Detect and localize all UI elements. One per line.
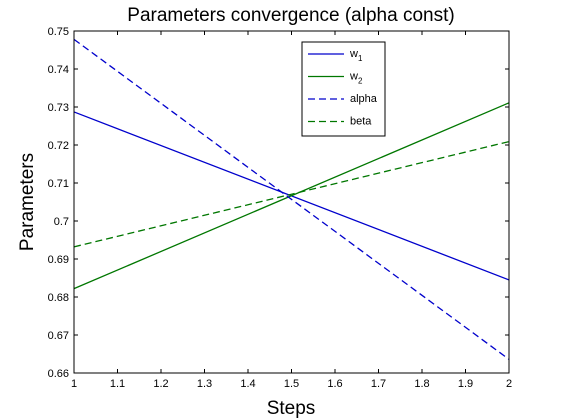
axes-layer: 1 1.1 1.2 1.3 1.4 1.5 1.6 1.7 1.8 1.9 2 0.66 0.67 0.6… [48, 26, 512, 390]
legend-label-name: w [349, 48, 358, 60]
y-tick-label: 0.66 [48, 368, 69, 380]
x-tick-label: 1.2 [153, 378, 168, 390]
legend-label-subscript: 2 [358, 77, 363, 86]
legend-label-name: beta [350, 116, 372, 128]
x-tick-label: 1.9 [458, 378, 473, 390]
plot-area [74, 31, 509, 373]
y-tick-label: 0.72 [48, 140, 69, 152]
x-tick-label: 1.3 [197, 378, 212, 390]
legend-label: w1 [349, 48, 363, 63]
y-tick-label: 0.71 [48, 178, 69, 190]
legend-label-name: w [349, 71, 358, 83]
y-axis-label: Parameters [17, 153, 38, 251]
legend-label: beta [350, 116, 372, 128]
x-tick-label: 2 [506, 378, 512, 390]
x-tick-label: 1.1 [110, 378, 125, 390]
series-line-alpha [73, 38, 510, 360]
y-tick-label: 0.68 [48, 292, 69, 304]
y-tick-label: 0.75 [48, 26, 69, 38]
series-line-w2 [73, 102, 510, 290]
y-tick-label: 0.7 [54, 216, 69, 228]
y-tick-label: 0.67 [48, 330, 69, 342]
chart-title: Parameters convergence (alpha const) [127, 5, 454, 26]
x-tick-label: 1.5 [284, 378, 299, 390]
legend-box [301, 41, 386, 137]
legend-label: alpha [350, 93, 378, 105]
y-tick-label: 0.74 [48, 64, 69, 76]
x-tick-label: 1 [71, 378, 77, 390]
y-tick-label: 0.69 [48, 254, 69, 266]
x-tick-label: 1.6 [327, 378, 342, 390]
x-axis-label: Steps [267, 398, 316, 419]
legend-label-subscript: 1 [358, 54, 363, 63]
y-tick-label: 0.73 [48, 102, 69, 114]
legend-label: w2 [349, 71, 363, 86]
x-tick-label: 1.8 [414, 378, 429, 390]
x-tick-label: 1.4 [240, 378, 255, 390]
x-tick-label: 1.7 [371, 378, 386, 390]
series-layer [73, 38, 510, 360]
legend-label-name: alpha [350, 93, 378, 105]
series-line-beta [73, 140, 510, 248]
